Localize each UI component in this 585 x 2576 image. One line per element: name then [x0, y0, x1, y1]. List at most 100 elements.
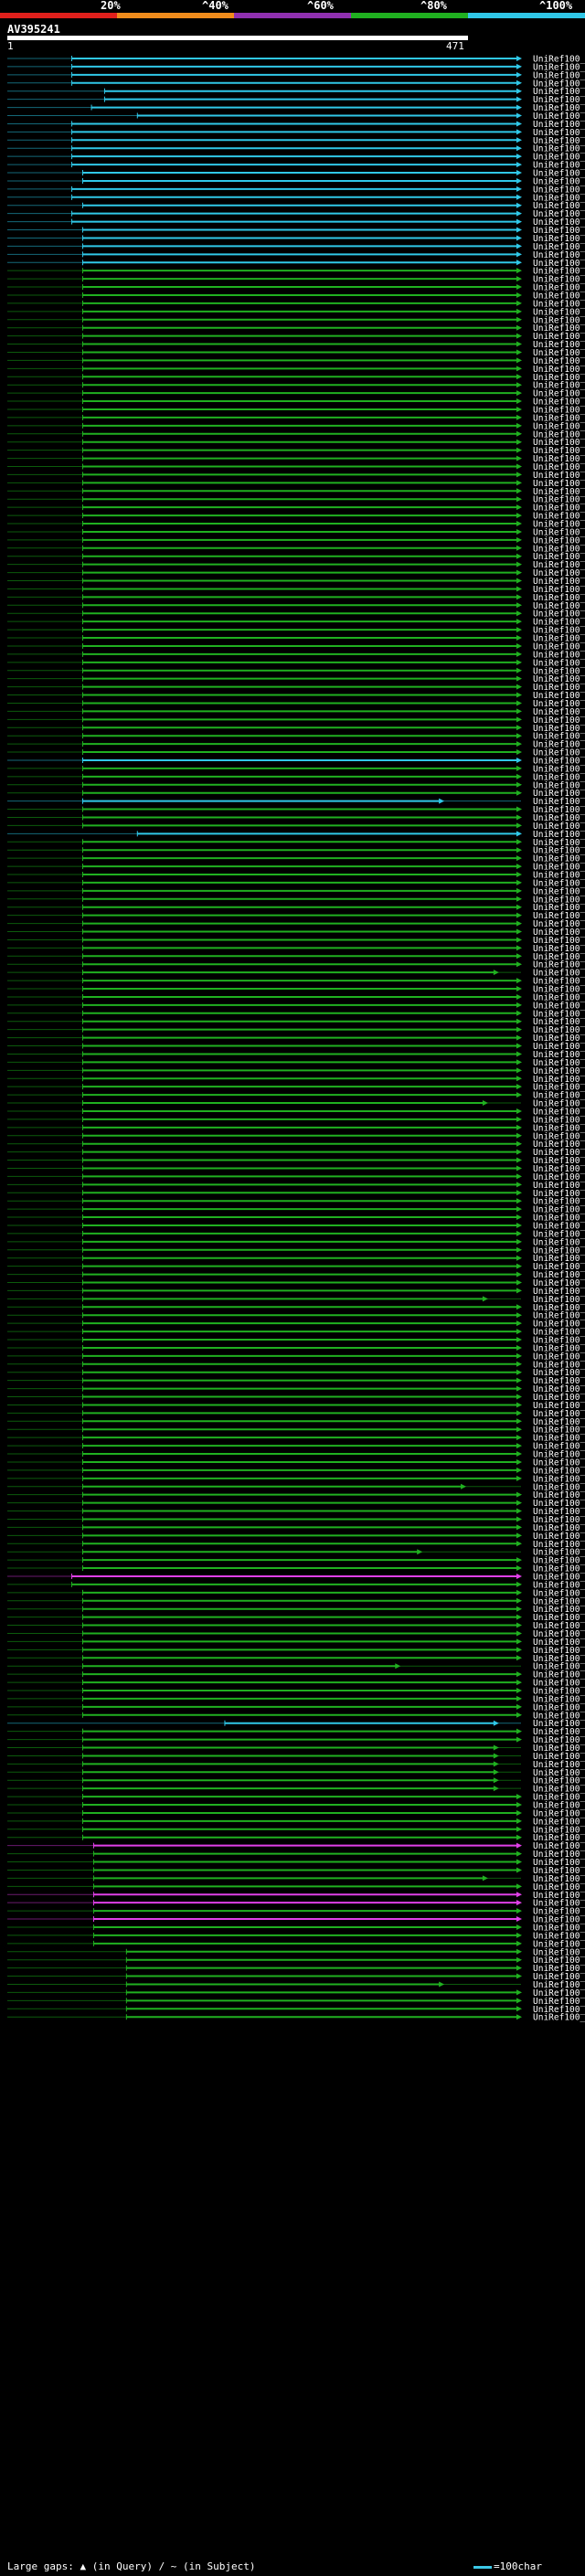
hit-label[interactable]: UniRef100_UP1000...	[533, 822, 585, 832]
hit-label[interactable]: UniRef100_B8C0P0	[533, 1482, 585, 1492]
hit-label[interactable]: UniRef100_Q97249	[533, 1785, 585, 1795]
hit-label[interactable]: UniRef100_A9RT00	[533, 95, 585, 105]
hit-label[interactable]: UniRef100_B6HCV7	[533, 1450, 585, 1460]
hit-label[interactable]: UniRef100_A9US13	[533, 1882, 585, 1892]
hit-label[interactable]: UniRef100_Q562R7	[533, 658, 585, 668]
hit-label[interactable]: UniRef100_UP1000...	[533, 805, 585, 815]
hit-label[interactable]: UniRef100_A9T4H6	[533, 103, 585, 113]
hit-label[interactable]: UniRef100_C7G223	[533, 2005, 585, 2015]
hit-label[interactable]: UniRef100_Q13019	[533, 756, 585, 766]
hit-label[interactable]: UniRef100_Q497F4	[533, 650, 585, 660]
hit-label[interactable]: UniRef100_A5K081	[533, 1735, 585, 1745]
hit-label[interactable]: UniRef100_B9S351	[533, 1295, 585, 1305]
hit-label[interactable]: UniRef100_Q9HRD5	[533, 1115, 585, 1125]
hit-label[interactable]: UniRef100_B9GT02	[533, 299, 585, 309]
hit-label[interactable]: UniRef100_Q74322	[533, 1401, 585, 1411]
hit-label[interactable]: UniRef100_A1D480	[533, 1376, 585, 1386]
hit-label[interactable]: UniRef100_UP1000...	[533, 1214, 585, 1224]
hit-label[interactable]: UniRef100_A4RVI6	[533, 1841, 585, 1851]
hit-label[interactable]: UniRef100_Q2HGM1	[533, 1426, 585, 1436]
hit-label[interactable]: UniRef100_C5YW39	[533, 144, 585, 154]
hit-label[interactable]: UniRef100_A3F456	[533, 1629, 585, 1639]
hit-label[interactable]: UniRef100_A8Q825	[533, 1246, 585, 1256]
hit-label[interactable]: UniRef100_Q6X1M7	[533, 1621, 585, 1631]
hit-label[interactable]: UniRef100_UP1000...	[533, 674, 585, 684]
hit-label[interactable]: UniRef100_UP1000...	[533, 944, 585, 954]
hit-label[interactable]: UniRef100_C5YY90	[533, 242, 585, 252]
hit-label[interactable]: UniRef100_Q4PE29	[533, 577, 585, 587]
hit-label[interactable]: UniRef100_C5MWN4	[533, 1801, 585, 1811]
hit-label[interactable]: UniRef100_UP1000...	[533, 1939, 585, 1949]
hit-label[interactable]: UniRef100_Q8H2I8	[533, 226, 585, 236]
hit-label[interactable]: UniRef100_B6SKZ9	[533, 128, 585, 138]
hit-label[interactable]: UniRef100_Q7QQN1	[533, 1997, 585, 2007]
hit-label[interactable]: UniRef100_B5DGG8	[533, 601, 585, 611]
hit-label[interactable]: UniRef100_Q5KR39	[533, 1001, 585, 1011]
hit-label[interactable]: UniRef100_Q9XY92	[533, 724, 585, 734]
hit-label[interactable]: UniRef100_A4VUR5	[533, 1679, 585, 1689]
hit-label[interactable]: UniRef100_Q4PM65	[533, 365, 585, 375]
hit-label[interactable]: UniRef100_C1C384	[533, 1254, 585, 1264]
hit-label[interactable]: UniRef100_P84175	[533, 610, 585, 620]
hit-label[interactable]: UniRef100_Q54PX9	[533, 1588, 585, 1598]
hit-label[interactable]: UniRef100_UP1000...	[533, 1156, 585, 1166]
hit-label[interactable]: UniRef100_UP1000...	[533, 992, 585, 1002]
hit-label[interactable]: UniRef100_B2CP12	[533, 1719, 585, 1729]
hit-label[interactable]: UniRef100_B4L0J2	[533, 1025, 585, 1035]
hit-label[interactable]: UniRef100_B8P7X0	[533, 936, 585, 946]
hit-label[interactable]: UniRef100_C7YR11	[533, 1328, 585, 1338]
hit-label[interactable]: UniRef100_A8P8H1	[533, 1034, 585, 1044]
hit-label[interactable]: UniRef100_A4R858	[533, 1352, 585, 1362]
hit-label[interactable]: UniRef100_B7FPH1	[533, 1605, 585, 1615]
hit-label[interactable]: UniRef100_Q7PSP8	[533, 911, 585, 921]
hit-label[interactable]: UniRef100_C5LDY8	[533, 1091, 585, 1101]
hit-label[interactable]: UniRef100_A2YZM5	[533, 250, 585, 260]
hit-label[interactable]: UniRef100_Q4D697	[533, 1858, 585, 1868]
hit-label[interactable]: UniRef100_UP1000...	[533, 267, 585, 277]
hit-label[interactable]: UniRef100_Q8TNW4	[533, 315, 585, 325]
hit-label[interactable]: UniRef100_UP1000...	[533, 969, 585, 979]
hit-label[interactable]: UniRef100_Q4MYX4	[533, 1638, 585, 1648]
hit-label[interactable]: UniRef100_A6S919	[533, 1360, 585, 1370]
hit-label[interactable]: UniRef100_A7S936	[533, 886, 585, 896]
hit-label[interactable]: UniRef100_Q6PH84	[533, 593, 585, 603]
hit-label[interactable]: UniRef100_Q54DD6	[533, 1817, 585, 1827]
hit-label[interactable]: UniRef100_Q5NGM9	[533, 193, 585, 203]
hit-label[interactable]: UniRef100_UP1000...	[533, 1580, 585, 1590]
hit-label[interactable]: UniRef100_UP1000...	[533, 1148, 585, 1158]
hit-label[interactable]: UniRef100_A7TKF7	[533, 1891, 585, 1901]
hit-label[interactable]: UniRef100_C1HCZ3	[533, 1434, 585, 1444]
hit-label[interactable]: UniRef100_C5X3D5	[533, 153, 585, 163]
hit-label[interactable]: UniRef100_Q2GB98	[533, 1417, 585, 1427]
hit-label[interactable]: UniRef100_Q2UUA2	[533, 1532, 585, 1542]
hit-label[interactable]: UniRef100_Q5QFH0	[533, 732, 585, 742]
hit-label[interactable]: UniRef100_UP1000...	[533, 1017, 585, 1027]
hit-label[interactable]: UniRef100_A6R8H0	[533, 1458, 585, 1468]
hit-label[interactable]: UniRef100_UP1000...	[533, 552, 585, 562]
hit-label[interactable]: UniRef100_C5P948	[533, 1189, 585, 1199]
hit-label[interactable]: UniRef100_A9NQ79	[533, 79, 585, 89]
hit-label[interactable]: UniRef100_UP1000...	[533, 585, 585, 595]
hit-label[interactable]: UniRef100_C1LEL3	[533, 1564, 585, 1574]
hit-label[interactable]: UniRef100_UP1000...	[533, 1278, 585, 1288]
hit-label[interactable]: UniRef100_A0E6B1	[533, 398, 585, 408]
hit-label[interactable]: UniRef100_B2YI14	[533, 1083, 585, 1093]
hit-label[interactable]: UniRef100_Q5SMI3	[533, 446, 585, 456]
hit-label[interactable]: UniRef100_B9WEU1	[533, 1825, 585, 1835]
hit-label[interactable]: UniRef100_UP1000...	[533, 699, 585, 709]
hit-label[interactable]: UniRef100_A9PJY6	[533, 259, 585, 269]
hit-label[interactable]: UniRef100_Q2M321	[533, 707, 585, 717]
hit-label[interactable]: UniRef100_C5FDX5	[533, 1336, 585, 1346]
hit-label[interactable]: UniRef100_C5QXE7	[533, 1262, 585, 1272]
hit-label[interactable]: UniRef100_UP1000...	[533, 1164, 585, 1174]
hit-label[interactable]: UniRef100_Q4U335	[533, 544, 585, 554]
hit-label[interactable]: UniRef100_Q7RCH3	[533, 1768, 585, 1778]
hit-label[interactable]: UniRef100_B8B7B6	[533, 201, 585, 211]
hit-label[interactable]: UniRef100_B7PE38	[533, 641, 585, 652]
hit-label[interactable]: UniRef100_UP1000...	[533, 740, 585, 750]
hit-label[interactable]: UniRef100_Q62LP8	[533, 176, 585, 186]
hit-label[interactable]: UniRef100_C6TO64	[533, 373, 585, 383]
hit-label[interactable]: UniRef100_C5JPV0	[533, 1393, 585, 1403]
hit-label[interactable]: UniRef100_Q4Q8J0	[533, 1956, 585, 1966]
hit-label[interactable]: UniRef100_Q6UPZ9	[533, 878, 585, 888]
